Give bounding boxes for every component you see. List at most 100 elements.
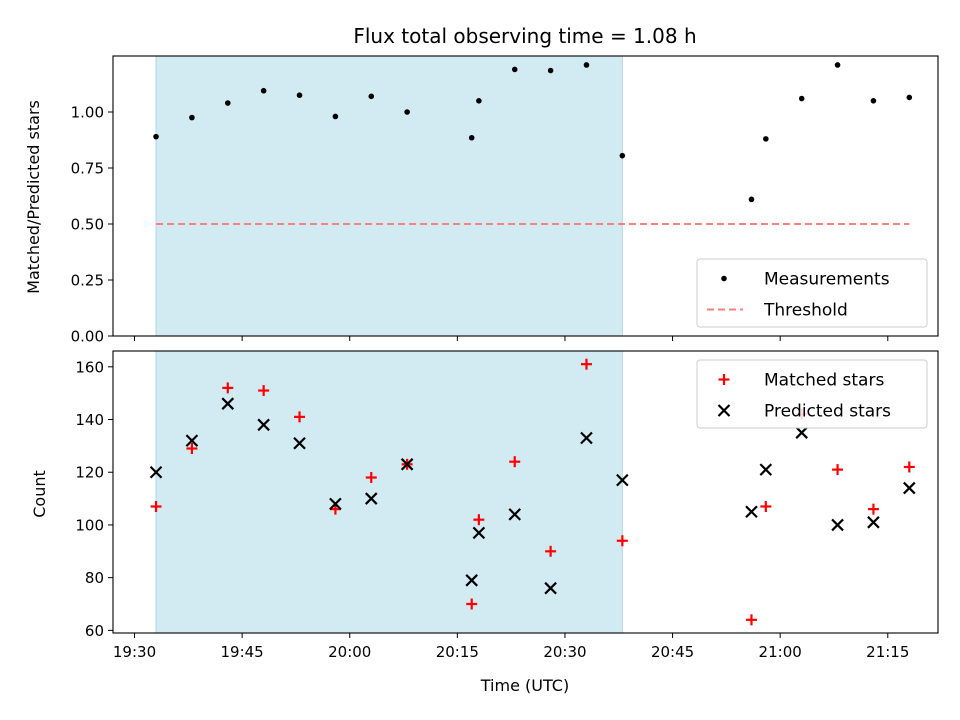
bottom-frame xyxy=(112,350,939,634)
top-series0-point-17 xyxy=(834,62,841,68)
top-series0-point-4 xyxy=(296,92,303,98)
bottom-legend-swatch-1-b xyxy=(717,404,731,417)
bottom-series1-point-3 xyxy=(257,418,270,432)
top-y-axis-label: Matched/Predicted stars xyxy=(24,100,43,294)
bottom-series1-point-2 xyxy=(221,397,235,410)
bottom-series0-point-8 xyxy=(466,598,478,610)
bottom-series1-point-1-b xyxy=(185,434,199,447)
top-plot-area: 0.00 0.25 0.50 0.75 1.00 xyxy=(71,55,939,346)
bottom-series0-point-2 xyxy=(222,382,234,394)
top-series0-point-15 xyxy=(763,136,769,142)
top-series0-point-9 xyxy=(476,98,482,104)
bottom-series1-point-14 xyxy=(745,505,758,519)
bottom-series1-point-10-b xyxy=(508,508,522,521)
bottom-series0-point-10 xyxy=(509,456,521,468)
bottom-series1-point-0-b xyxy=(149,465,163,479)
bottom-y-tick-label-2: 100 xyxy=(75,516,104,534)
bottom-series1-point-18-b xyxy=(867,516,880,529)
bottom-series0-point-1 xyxy=(186,443,198,455)
bottom-series1-point-6 xyxy=(364,492,378,505)
top-legend-swatch-0 xyxy=(721,275,727,282)
top-series0-point-8 xyxy=(468,134,475,141)
bottom-series1-point-6-b xyxy=(364,492,378,505)
x-axis-label: Time (UTC) xyxy=(480,676,569,695)
bottom-series1-point-12-b xyxy=(580,431,593,445)
bottom-y-tick-label-1: 80 xyxy=(85,569,104,587)
top-series0-point-0 xyxy=(153,133,159,140)
bottom-series0-point-13 xyxy=(616,535,628,547)
top-series0-point-13 xyxy=(619,152,626,159)
bottom-series1-point-19 xyxy=(903,481,916,495)
bottom-series1-point-7 xyxy=(400,458,414,471)
bottom-x-tick-label-3: 20:15 xyxy=(436,643,479,661)
bottom-series1-point-16-b xyxy=(795,426,808,439)
bottom-series1-point-11 xyxy=(544,581,557,595)
top-series0-point-19 xyxy=(906,94,913,101)
bottom-series1-point-13 xyxy=(616,473,629,487)
bottom-series1-point-7-b xyxy=(400,458,414,471)
top-legend-label-1: Threshold xyxy=(763,301,848,321)
top-series0-point-14 xyxy=(748,196,755,203)
top-series0-point-12 xyxy=(583,62,590,68)
bottom-legend-swatch-1 xyxy=(717,404,731,417)
bottom-series1-point-2-b xyxy=(221,397,235,410)
top-legend-label-0: Measurements xyxy=(764,270,890,290)
bottom-series1-point-19-b xyxy=(903,481,916,495)
top-shaded-span xyxy=(156,56,623,336)
bottom-series1-point-5 xyxy=(329,497,342,511)
bottom-x-tick-label-4: 20:30 xyxy=(543,643,586,661)
bottom-series0-point-17 xyxy=(832,464,844,476)
bottom-y-tick-label-5: 160 xyxy=(75,358,104,376)
bottom-series1-point-8-b xyxy=(465,574,478,587)
bottom-series1-point-4-b xyxy=(293,436,306,450)
top-series0-point-6 xyxy=(368,93,375,100)
bottom-x-tick-label-0: 19:30 xyxy=(113,643,156,661)
bottom-legend: Matched stars Predicted stars xyxy=(696,359,928,429)
bottom-series0-point-6 xyxy=(365,472,377,484)
top-y-tick-label-4: 1.00 xyxy=(71,104,104,122)
bottom-x-tick-label-2: 20:00 xyxy=(328,643,371,661)
bottom-series1-point-13-b xyxy=(616,473,629,487)
top-series0-point-10 xyxy=(511,66,518,73)
bottom-y-tick-label-0: 60 xyxy=(85,622,104,640)
top-legend-box xyxy=(696,258,928,328)
bottom-series1-point-15-b xyxy=(759,463,773,476)
bottom-series1-point-18 xyxy=(867,516,880,529)
bottom-plot-area: 60 80 100 120 140 160 19:30 19:45 20:00 20:15 20:3… xyxy=(75,350,939,661)
bottom-series0-point-4 xyxy=(294,411,306,423)
bottom-series0-point-5 xyxy=(329,503,341,515)
bottom-series0-point-3 xyxy=(258,385,270,397)
top-y-tick-label-2: 0.50 xyxy=(71,216,104,234)
top-series0-point-11 xyxy=(547,67,554,74)
bottom-series0-point-12 xyxy=(580,358,592,370)
chart-title: Flux total observing time = 1.08 h xyxy=(353,24,696,48)
bottom-x-tick-label-1: 19:45 xyxy=(221,643,264,661)
bottom-series0-point-11 xyxy=(545,545,557,557)
bottom-series1-point-9-b xyxy=(472,526,486,540)
top-series0-point-5 xyxy=(332,113,339,120)
top-series0-point-16 xyxy=(798,95,805,102)
bottom-x-tick-label-7: 21:15 xyxy=(866,643,909,661)
bottom-y-tick-label-3: 120 xyxy=(75,464,104,482)
bottom-series1-point-1 xyxy=(185,434,199,447)
bottom-series0-point-9 xyxy=(473,514,485,526)
bottom-legend-label-0: Matched stars xyxy=(764,371,884,391)
bottom-series1-point-8 xyxy=(465,574,478,587)
bottom-series0-point-19 xyxy=(903,461,915,473)
bottom-series0-point-18 xyxy=(867,503,879,515)
bottom-shaded-span xyxy=(156,351,623,633)
bottom-series1-point-17 xyxy=(831,518,844,532)
bottom-series1-point-0 xyxy=(149,465,163,479)
bottom-series1-point-5-b xyxy=(329,497,342,511)
bottom-series1-point-15 xyxy=(759,463,773,476)
top-series0-point-1 xyxy=(189,114,195,121)
top-legend: Measurements Threshold xyxy=(696,258,928,328)
bottom-series1-point-11-b xyxy=(544,581,557,595)
bottom-panel: Count Time (UTC) 60 80 100 120 140 160 19:30 19… xyxy=(30,350,939,695)
top-panel: Flux total observing time = 1.08 h Match… xyxy=(24,24,939,346)
bottom-legend-label-1: Predicted stars xyxy=(764,402,891,422)
bottom-series1-point-12 xyxy=(580,431,593,445)
bottom-series1-point-14-b xyxy=(745,505,758,519)
bottom-y-axis-label: Count xyxy=(30,470,49,518)
bottom-series1-point-3-b xyxy=(257,418,270,432)
